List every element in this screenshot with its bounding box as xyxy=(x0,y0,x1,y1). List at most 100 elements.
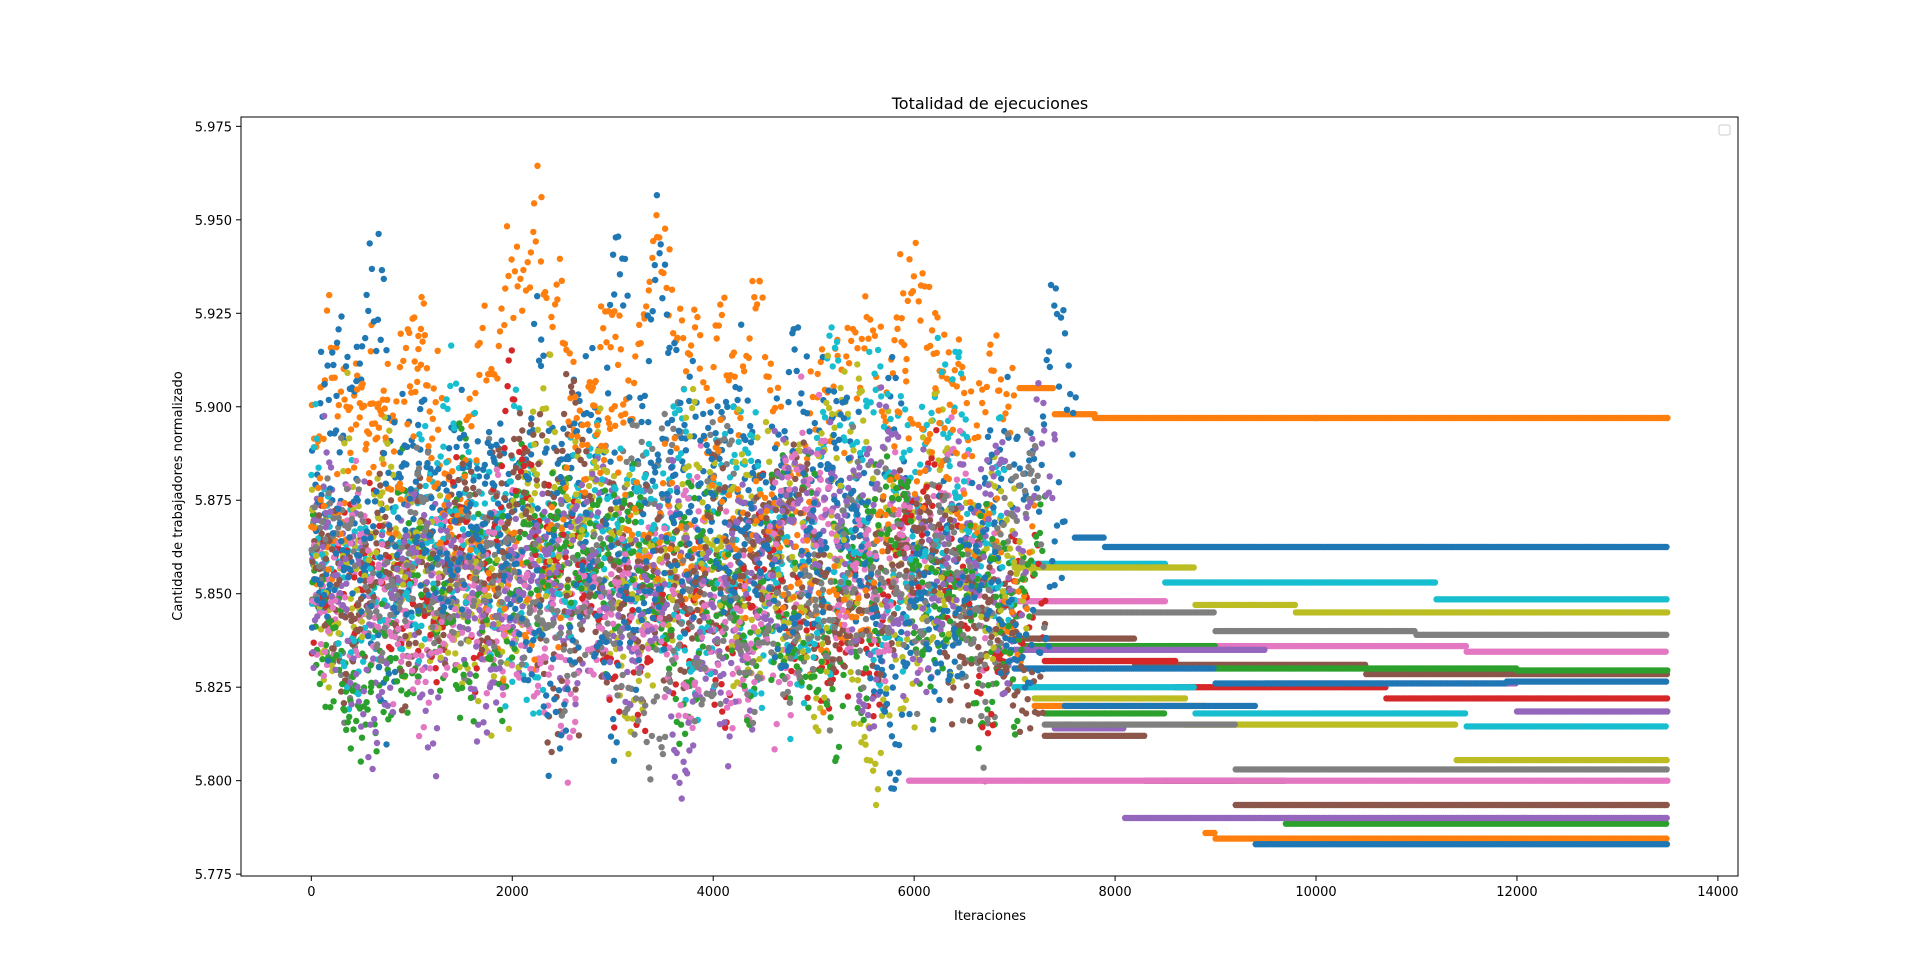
data-point xyxy=(973,422,980,429)
data-point xyxy=(358,343,366,350)
data-point xyxy=(965,702,972,709)
data-point xyxy=(852,329,859,336)
data-point xyxy=(841,368,848,375)
data-point xyxy=(472,389,479,397)
data-point xyxy=(503,223,511,230)
data-point xyxy=(1072,394,1079,401)
data-point xyxy=(785,398,792,406)
data-point xyxy=(657,241,664,248)
data-point xyxy=(1016,465,1023,472)
data-point xyxy=(538,193,545,201)
data-point xyxy=(349,483,357,491)
data-point xyxy=(831,344,839,351)
data-point xyxy=(694,313,701,321)
data-point xyxy=(853,395,861,402)
data-point xyxy=(689,357,696,365)
data-point xyxy=(457,640,464,647)
data-point xyxy=(850,447,857,454)
data-point xyxy=(645,287,652,294)
data-point xyxy=(490,673,498,680)
data-point xyxy=(947,697,954,704)
data-point xyxy=(691,324,699,331)
data-point xyxy=(863,403,870,410)
data-point xyxy=(526,284,534,291)
data-point xyxy=(796,400,804,407)
data-point xyxy=(508,256,515,263)
data-point xyxy=(616,312,623,319)
data-point xyxy=(979,519,986,526)
data-point xyxy=(833,397,840,405)
data-point xyxy=(877,323,884,330)
data-point xyxy=(675,454,682,462)
data-point xyxy=(440,443,447,450)
data-point xyxy=(957,370,965,377)
data-point xyxy=(682,428,689,435)
data-point xyxy=(844,410,852,418)
data-point xyxy=(919,434,927,441)
data-point xyxy=(391,419,398,426)
data-point xyxy=(1040,421,1048,428)
data-point xyxy=(463,442,470,449)
data-point xyxy=(791,346,798,353)
data-point xyxy=(466,395,473,402)
data-point xyxy=(372,529,379,536)
data-point xyxy=(675,406,682,414)
data-point xyxy=(951,367,958,374)
data-point xyxy=(1052,285,1060,292)
data-point xyxy=(923,421,930,429)
data-point xyxy=(709,419,716,426)
data-point xyxy=(363,440,370,448)
data-point xyxy=(330,645,337,652)
data-point xyxy=(447,382,454,390)
data-point xyxy=(637,518,645,526)
data-point xyxy=(744,397,751,404)
data-point xyxy=(959,654,966,661)
data-point xyxy=(1067,390,1074,398)
data-point xyxy=(975,433,982,441)
data-point xyxy=(1002,410,1009,417)
data-point xyxy=(574,447,582,455)
data-point xyxy=(543,437,551,445)
data-point xyxy=(815,391,823,399)
data-point xyxy=(638,418,645,426)
data-point xyxy=(917,317,924,324)
data-point xyxy=(724,403,731,411)
data-point xyxy=(501,494,508,502)
data-point xyxy=(652,276,659,284)
data-point xyxy=(880,413,888,420)
data-point xyxy=(731,451,738,459)
data-point xyxy=(419,338,426,345)
data-point xyxy=(747,422,754,430)
data-point xyxy=(678,317,686,324)
data-point xyxy=(745,354,752,362)
data-point xyxy=(652,483,659,490)
data-point xyxy=(796,447,804,455)
data-point xyxy=(963,682,970,690)
data-point xyxy=(830,388,838,395)
data-point xyxy=(418,642,425,649)
data-point xyxy=(341,396,348,403)
data-point xyxy=(333,392,340,400)
data-point xyxy=(878,393,885,400)
data-point xyxy=(854,361,861,368)
data-point xyxy=(713,335,720,342)
data-point xyxy=(637,340,644,347)
data-point xyxy=(603,339,610,346)
data-point xyxy=(543,445,550,452)
data-point xyxy=(465,448,472,456)
data-point xyxy=(553,281,560,288)
data-point xyxy=(592,377,599,385)
data-point xyxy=(615,233,622,240)
data-point xyxy=(353,717,360,725)
data-point xyxy=(761,353,769,361)
data-point xyxy=(660,269,667,277)
data-point xyxy=(538,336,545,343)
data-point xyxy=(759,294,766,301)
data-point xyxy=(411,314,418,321)
data-point xyxy=(959,363,966,371)
data-point xyxy=(561,340,569,347)
data-point xyxy=(767,387,774,394)
data-point xyxy=(729,403,737,411)
data-point xyxy=(543,294,550,302)
data-point xyxy=(773,395,780,402)
